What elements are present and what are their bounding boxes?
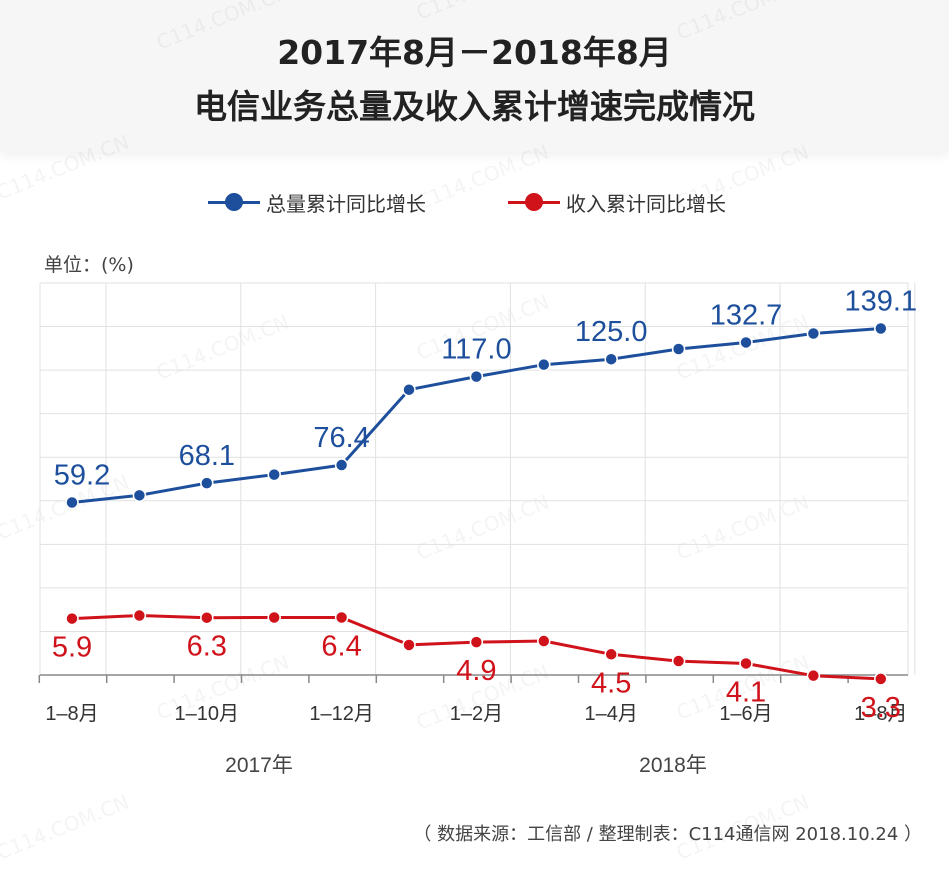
data-point-revenue	[402, 638, 416, 652]
data-point-revenue	[267, 610, 281, 625]
data-point-revenue	[132, 608, 147, 623]
data-label-total: 76.4	[313, 422, 369, 454]
year-label: 2017年	[225, 754, 293, 777]
data-point-revenue	[671, 654, 686, 668]
data-point-revenue	[874, 672, 888, 686]
x-tick-label: 1–6月	[719, 703, 772, 725]
legend: 总量累计同比增长 收入累计同比增长	[0, 186, 949, 218]
data-point-total	[334, 458, 349, 472]
data-label-revenue: 6.4	[321, 631, 361, 663]
data-label-revenue: 4.5	[591, 667, 631, 699]
data-label-total: 117.0	[441, 334, 511, 366]
data-point-total	[402, 382, 416, 397]
watermark-text: C114.COM.CN	[673, 0, 812, 45]
watermark-text: C114.COM.CN	[413, 140, 552, 215]
data-point-total	[469, 369, 484, 384]
legend-item-total: 总量累计同比增长	[208, 186, 426, 218]
watermark-text: C114.COM.CN	[153, 0, 292, 55]
data-point-total	[671, 342, 686, 356]
legend-label-revenue: 收入累计同比增长	[566, 191, 726, 216]
unit-label: 单位：(%)	[44, 254, 134, 276]
legend-label-total: 总量累计同比增长	[266, 191, 426, 216]
x-tick-label: 1–4月	[585, 703, 638, 725]
watermark-text: C114.COM.CN	[673, 140, 812, 215]
watermark-text: C114.COM.CN	[413, 0, 552, 25]
data-point-total	[604, 352, 618, 366]
data-point-revenue	[806, 668, 821, 683]
data-label-revenue: 5.9	[52, 632, 92, 664]
chart-title-line2: 电信业务总量及收入累计增速完成情况	[194, 87, 755, 126]
data-label-revenue: 4.1	[726, 676, 766, 708]
x-tick-label: 1–8月	[45, 703, 98, 725]
data-label-revenue: 6.3	[187, 631, 227, 663]
data-point-total	[267, 467, 281, 482]
year-label: 2018年	[639, 754, 707, 777]
legend-symbol-revenue	[508, 186, 560, 218]
header-panel: 2017年8月－2018年8月 电信业务总量及收入累计增速完成情况	[0, 0, 949, 152]
data-point-revenue	[334, 610, 349, 625]
data-label-total: 125.0	[575, 316, 648, 348]
data-label-total: 139.1	[845, 286, 918, 318]
data-point-revenue	[65, 611, 79, 626]
data-point-total	[65, 495, 79, 510]
data-label-total: 68.1	[179, 440, 235, 472]
data-point-total	[132, 488, 147, 503]
legend-symbol-total	[208, 186, 260, 218]
data-point-revenue	[739, 656, 753, 671]
source-note: （ 数据来源：工信部 / 整理制表：C114通信网 2018.10.24 ）	[413, 824, 922, 845]
watermark-text: C114.COM.CN	[153, 310, 292, 385]
data-point-revenue	[604, 647, 618, 662]
data-label-total: 132.7	[710, 299, 783, 331]
chart-title-line1: 2017年8月－2018年8月	[277, 33, 672, 72]
data-point-total	[806, 326, 821, 341]
data-label-total: 59.2	[54, 460, 110, 492]
data-point-revenue	[537, 634, 551, 648]
data-point-revenue	[469, 635, 484, 649]
data-label-revenue: 4.9	[456, 655, 496, 687]
data-point-total	[739, 335, 753, 350]
legend-item-revenue: 收入累计同比增长	[508, 186, 726, 218]
x-tick-label: 1–2月	[450, 703, 503, 725]
data-point-total	[537, 357, 551, 372]
data-label-revenue: 3.3	[861, 692, 901, 724]
x-tick-label: 1–8月	[854, 703, 907, 725]
x-tick-label: 1–12月	[309, 703, 374, 725]
data-point-total	[874, 321, 888, 336]
watermark-text: C114.COM.CN	[0, 130, 132, 205]
data-point-total	[200, 476, 214, 490]
data-point-revenue	[200, 610, 214, 625]
x-tick-label: 1–10月	[175, 703, 240, 725]
watermark-text: C114.COM.CN	[0, 790, 132, 865]
